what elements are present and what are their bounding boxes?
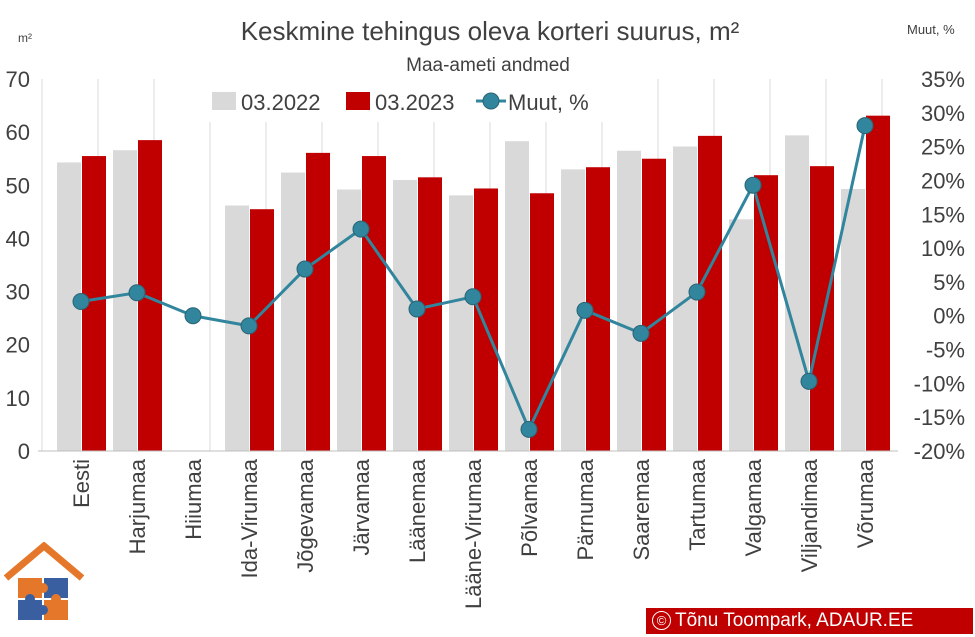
change-point [632,324,650,342]
copyright-icon: © [652,611,671,630]
legend: 03.2022 03.2023 Muut, % [212,90,589,115]
x-tick-label: Lääne-Virumaa [461,458,486,609]
change-point [240,317,258,335]
y-right-tick: 10% [921,236,965,261]
change-point [688,283,706,301]
bar-2023 [362,156,386,452]
y-right-tick: 0% [933,304,965,329]
bar-2022 [113,150,137,451]
y-right-tick: 15% [921,202,965,227]
x-tick-label: Pärnumaa [573,458,598,560]
credit-text: Tõnu Toompark, ADAUR.EE [675,610,914,631]
change-point [408,300,426,318]
bar-2023 [754,175,778,451]
chart-subtitle: Maa-ameti andmed [406,55,570,76]
legend-marker [482,92,500,110]
change-point [352,220,370,238]
bar-2022 [449,195,473,451]
title-backdrop [205,62,612,122]
y-left-tick: 10 [6,386,30,411]
x-tick-label: Valgamaa [741,458,766,556]
x-tick-label: Tartumaa [685,458,710,550]
change-point [184,307,202,325]
change-line [72,117,874,438]
y-right-tick: 35% [921,67,965,92]
x-tick-label: Ida-Virumaa [237,458,262,578]
x-tick-label: Eesti [69,459,94,508]
y-left-tick: 40 [6,226,30,251]
y-right-tick: 20% [921,168,965,193]
bar-2023 [530,193,554,451]
y-right-tick: -5% [926,338,965,363]
bar-2023 [810,166,834,451]
left-axis-unit: m² [18,31,32,45]
change-point [744,176,762,194]
x-tick-label: Saaremaa [629,458,654,560]
change-point [856,117,874,135]
bar-2023 [642,158,666,451]
x-tick-label: Jõgevamaa [293,458,318,573]
y-right-tick: 30% [921,101,965,126]
bar-2022 [841,189,865,451]
y-left-tick: 20 [6,333,30,358]
change-point [464,288,482,306]
y-left-tick: 50 [6,173,30,198]
bar-2023 [306,152,330,451]
puzzle-house-logo [4,542,84,620]
bar-2022 [617,150,641,451]
change-point [800,372,818,390]
legend-swatch-2022 [212,92,236,110]
legend-label-2022: 03.2022 [241,90,321,115]
bar-2023 [474,188,498,451]
legend-label-2023: 03.2023 [375,90,455,115]
x-tick-label: Järvamaa [349,458,374,555]
y-left-tick: 70 [6,67,30,92]
bar-2023 [866,115,890,451]
x-tick-label: Läänemaa [405,458,430,563]
right-axis-unit: Muut, % [907,22,955,37]
bar-2022 [729,219,753,451]
change-point [128,284,146,302]
left-axis-ticks: 0 10 20 30 40 50 60 70 [6,67,30,464]
category-labels: Eesti Harjumaa Hiiumaa Ida-Virumaa Jõgevamaa… [69,458,878,609]
x-tick-label: Harjumaa [125,458,150,554]
y-right-tick: -20% [914,439,965,464]
bars [57,115,890,452]
chart-title: Keskmine tehingus oleva korteri suurus, … [241,16,740,46]
change-point [576,301,594,319]
x-tick-label: Võrumaa [853,458,878,548]
x-tick-label: Põlvamaa [517,458,542,557]
change-point [72,293,90,311]
bar-2022 [785,135,809,451]
legend-swatch-2023 [346,92,370,110]
y-left-tick: 30 [6,280,30,305]
bar-2022 [281,172,305,451]
y-right-tick: 5% [933,270,965,295]
y-right-tick: -15% [914,405,965,430]
y-right-tick: -10% [914,371,965,396]
y-right-tick: 25% [921,135,965,160]
y-left-tick: 0 [18,439,30,464]
x-tick-label: Hiiumaa [181,458,206,539]
legend-label-change: Muut, % [508,90,589,115]
x-tick-label: Viljandimaa [797,458,822,572]
credit-banner: © Tõnu Toompark, ADAUR.EE [646,608,973,634]
y-left-tick: 60 [6,120,30,145]
change-point [296,260,314,278]
right-axis-ticks: -20% -15% -10% -5% 0% 5% 10% 15% 20% 25% 30% 35% [914,67,965,464]
change-point [520,420,538,438]
